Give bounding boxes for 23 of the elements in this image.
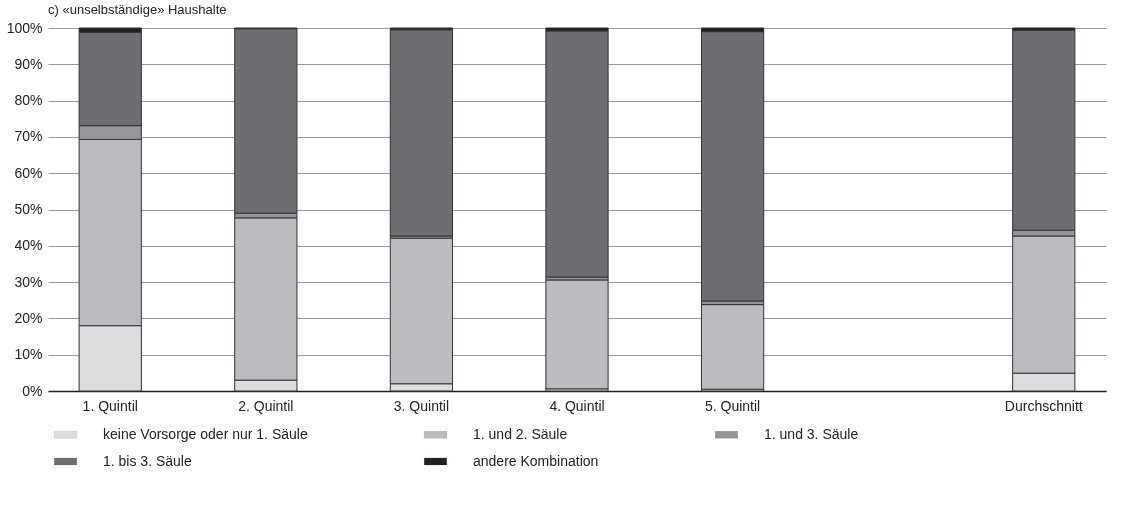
legend-label: keine Vorsorge oder nur 1. Säule bbox=[103, 425, 308, 442]
y-tick-label: 0% bbox=[22, 382, 43, 399]
y-tick-label: 80% bbox=[14, 92, 43, 109]
x-tick-label: 4. Quintil bbox=[549, 397, 605, 414]
y-tick-label: 50% bbox=[14, 201, 43, 217]
chart-title: c) «unselbständige» Haushalte bbox=[48, 2, 227, 17]
y-tick-label: 40% bbox=[14, 237, 43, 254]
legend-label: 1. und 3. Säule bbox=[764, 425, 859, 442]
x-tick-label: 5. Quintil bbox=[704, 397, 761, 414]
x-tick-label: 3. Quintil bbox=[393, 397, 450, 414]
y-tick-label: 70% bbox=[14, 128, 43, 145]
legend-label: andere Kombination bbox=[473, 452, 599, 469]
legend-label: 1. und 2. Säule bbox=[473, 425, 568, 442]
y-tick-label: 20% bbox=[14, 309, 43, 326]
x-tick-label: 1. Quintil bbox=[82, 397, 138, 414]
y-tick-label: 100% bbox=[6, 19, 43, 36]
x-tick-label: 2. Quintil bbox=[238, 397, 294, 414]
y-tick-label: 30% bbox=[14, 273, 43, 290]
x-tick-label: Durchschnitt bbox=[1004, 397, 1083, 414]
legend-label: 1. bis 3. Säule bbox=[103, 452, 192, 469]
y-tick-label: 90% bbox=[14, 55, 43, 72]
y-tick-label: 10% bbox=[14, 346, 43, 363]
y-tick-label: 60% bbox=[14, 164, 43, 181]
